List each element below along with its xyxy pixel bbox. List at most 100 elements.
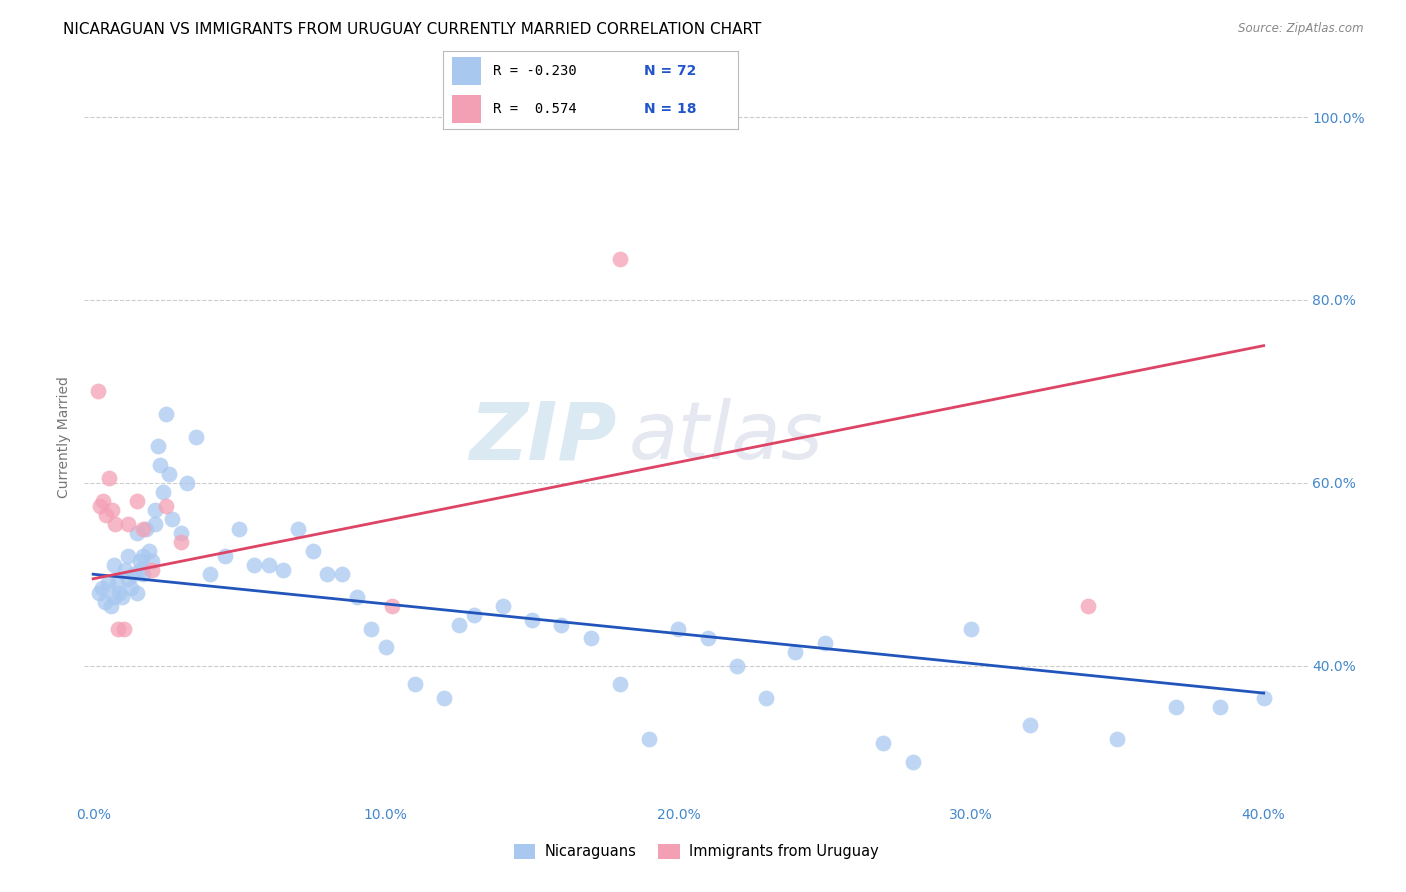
- Point: [155, 407, 177, 421]
- Point: [814, 636, 837, 650]
- Point: [346, 590, 368, 604]
- Point: [550, 617, 572, 632]
- Point: [143, 516, 166, 531]
- Point: [152, 485, 174, 500]
- Point: [1164, 699, 1187, 714]
- Point: [170, 526, 193, 541]
- Point: [579, 632, 602, 646]
- Point: [117, 572, 139, 586]
- Point: [86, 384, 108, 399]
- Point: [901, 755, 924, 769]
- Point: [609, 252, 631, 266]
- Point: [132, 521, 155, 535]
- Point: [141, 563, 163, 577]
- Text: NICARAGUAN VS IMMIGRANTS FROM URUGUAY CURRENTLY MARRIED CORRELATION CHART: NICARAGUAN VS IMMIGRANTS FROM URUGUAY CU…: [63, 22, 762, 37]
- Text: N = 72: N = 72: [644, 64, 696, 78]
- Point: [184, 430, 207, 444]
- Point: [198, 567, 221, 582]
- Point: [1209, 699, 1232, 714]
- Point: [103, 590, 125, 604]
- Point: [132, 549, 155, 563]
- Point: [132, 567, 155, 582]
- Point: [103, 558, 125, 573]
- Point: [1077, 599, 1099, 614]
- Point: [107, 622, 129, 636]
- Point: [696, 632, 718, 646]
- Point: [360, 622, 382, 636]
- Point: [141, 553, 163, 567]
- Point: [785, 645, 807, 659]
- Point: [381, 599, 404, 614]
- Point: [111, 590, 134, 604]
- Point: [755, 690, 778, 705]
- Point: [93, 494, 115, 508]
- Point: [463, 608, 485, 623]
- Legend: Nicaraguans, Immigrants from Uruguay: Nicaraguans, Immigrants from Uruguay: [508, 838, 884, 865]
- Point: [433, 690, 456, 705]
- Point: [638, 731, 661, 746]
- Point: [492, 599, 515, 614]
- Point: [90, 581, 112, 595]
- Point: [98, 471, 121, 485]
- Point: [149, 458, 172, 472]
- Text: R = -0.230: R = -0.230: [494, 64, 576, 78]
- Point: [960, 622, 983, 636]
- Point: [125, 494, 148, 508]
- Point: [87, 585, 110, 599]
- Point: [100, 599, 122, 614]
- Point: [330, 567, 353, 582]
- Point: [125, 585, 148, 599]
- Point: [125, 526, 148, 541]
- Point: [725, 658, 748, 673]
- Point: [287, 521, 309, 535]
- Point: [112, 622, 135, 636]
- Point: [89, 499, 111, 513]
- Point: [176, 475, 198, 490]
- Point: [374, 640, 396, 655]
- Point: [257, 558, 280, 573]
- Point: [243, 558, 266, 573]
- Text: atlas: atlas: [628, 398, 824, 476]
- Text: N = 18: N = 18: [644, 102, 696, 116]
- Point: [129, 553, 152, 567]
- Point: [157, 467, 180, 481]
- Point: [447, 617, 470, 632]
- Point: [668, 622, 690, 636]
- Point: [1018, 718, 1040, 732]
- Point: [1253, 690, 1275, 705]
- Point: [146, 439, 169, 453]
- Point: [129, 563, 152, 577]
- Point: [609, 677, 631, 691]
- Point: [214, 549, 236, 563]
- Point: [301, 544, 323, 558]
- Text: R =  0.574: R = 0.574: [494, 102, 576, 116]
- Point: [273, 563, 295, 577]
- Point: [155, 499, 177, 513]
- Point: [114, 563, 136, 577]
- Bar: [451, 95, 481, 123]
- Point: [122, 567, 145, 582]
- Point: [94, 595, 117, 609]
- Point: [135, 521, 157, 535]
- Point: [105, 576, 128, 591]
- Point: [143, 503, 166, 517]
- Point: [97, 576, 120, 591]
- Point: [104, 516, 127, 531]
- Point: [117, 549, 139, 563]
- Text: Source: ZipAtlas.com: Source: ZipAtlas.com: [1239, 22, 1364, 36]
- Point: [872, 736, 894, 750]
- Text: ZIP: ZIP: [470, 398, 616, 476]
- Point: [101, 503, 124, 517]
- Point: [160, 512, 183, 526]
- Y-axis label: Currently Married: Currently Married: [58, 376, 72, 498]
- Point: [138, 544, 160, 558]
- Point: [108, 585, 131, 599]
- Point: [170, 535, 193, 549]
- Point: [404, 677, 426, 691]
- Bar: [451, 57, 481, 86]
- Point: [520, 613, 543, 627]
- Point: [120, 581, 142, 595]
- Point: [117, 516, 139, 531]
- Point: [96, 508, 118, 522]
- Point: [228, 521, 250, 535]
